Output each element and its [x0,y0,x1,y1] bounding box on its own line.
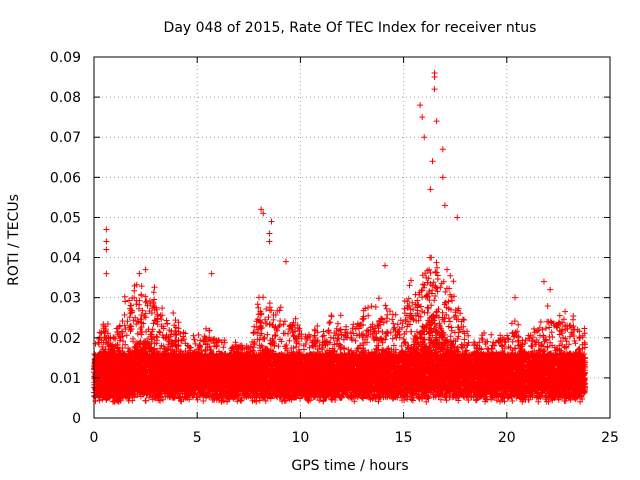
y-tick-label: 0.04 [50,251,81,267]
y-tick-label: 0 [72,411,81,427]
y-tick-label: 0.08 [50,90,81,106]
scatter-point [103,246,110,253]
scatter-point [433,118,440,125]
x-tick-label: 0 [90,430,99,446]
scatter-point [260,210,267,217]
y-axis-label: ROTI / TECUs [6,194,22,286]
y-tick-label: 0.09 [50,50,81,66]
scatter-point [266,230,273,237]
scatter-point [431,86,438,93]
scatter-point [429,158,436,165]
x-tick-label: 5 [193,430,202,446]
scatter-point [136,270,143,277]
scatter-point [512,294,519,301]
scatter-cloud [91,254,589,405]
scatter-point [421,134,428,141]
scatter-point [208,270,215,277]
y-tick-label: 0.05 [50,210,81,226]
scatter-point [547,286,554,293]
axes [93,56,611,419]
y-tick-label: 0.02 [50,331,81,347]
scatter-point [282,258,289,265]
x-tick-label: 25 [601,430,619,446]
scatter-point [454,214,461,221]
y-tick-label: 0.06 [50,170,81,186]
scatter-point [103,270,110,277]
data-points [91,70,589,405]
scatter-point [417,102,424,109]
scatter-point [431,74,438,81]
x-tick-label: 20 [498,430,516,446]
y-tick-label: 0.01 [50,371,81,387]
scatter-point [540,278,547,285]
x-axis-label: GPS time / hours [291,458,408,474]
y-tick-label: 0.03 [50,291,81,307]
plot-frame [93,56,611,419]
x-tick-label: 15 [395,430,413,446]
scatter-point [439,174,446,181]
scatter-point [268,218,275,225]
scatter-point [439,146,446,153]
x-tick-label: 10 [291,430,309,446]
scatter-point [258,206,265,213]
y-tick-label: 0.07 [50,130,81,146]
scatter-point [103,238,110,245]
tick-labels: 0 5 10 15 20 25 0 0.01 0.02 0.03 0.04 0.05 0.06 0.07 0… [50,50,619,446]
chart-title: Day 048 of 2015, Rate Of TEC Index for r… [164,20,537,36]
scatter-point [382,262,389,269]
scatter-point [427,186,434,193]
scatter-point [142,266,149,273]
scatter-point [441,202,448,209]
scatter-point [103,226,110,233]
scatter-point [266,238,273,245]
scatter-point [419,114,426,121]
